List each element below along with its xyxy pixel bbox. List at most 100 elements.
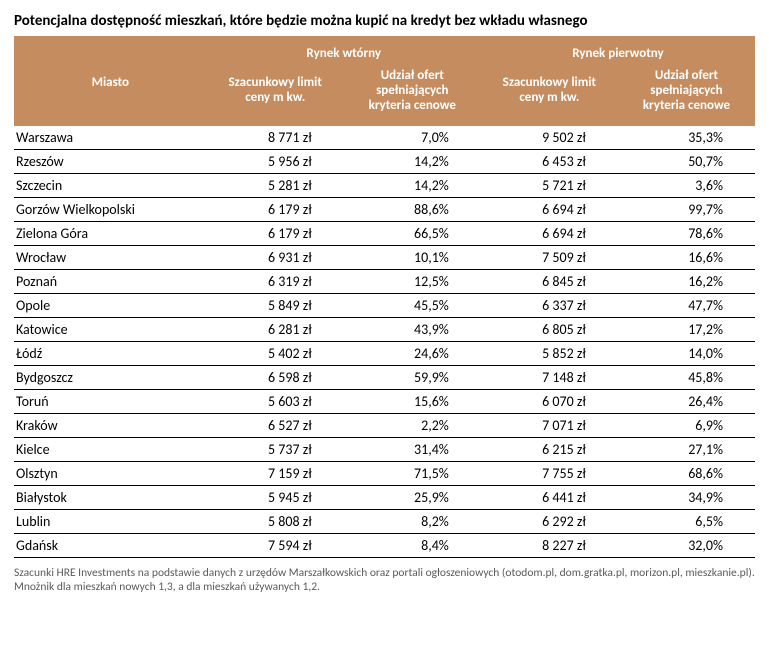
cell-sec-limit: 8 771 zł bbox=[207, 126, 344, 150]
header-city: Miasto bbox=[14, 36, 207, 126]
cell-pri-share: 17,2% bbox=[618, 317, 755, 341]
cell-city: Opole bbox=[14, 293, 207, 317]
cell-pri-share: 32,0% bbox=[618, 533, 755, 557]
table-header: Miasto Rynek wtórny Rynek pierwotny Szac… bbox=[14, 36, 755, 126]
cell-sec-share: 66,5% bbox=[344, 221, 481, 245]
cell-sec-limit: 6 527 zł bbox=[207, 413, 344, 437]
cell-pri-share: 6,9% bbox=[618, 413, 755, 437]
cell-sec-share: 12,5% bbox=[344, 269, 481, 293]
cell-sec-limit: 5 849 zł bbox=[207, 293, 344, 317]
cell-city: Zielona Góra bbox=[14, 221, 207, 245]
cell-pri-share: 27,1% bbox=[618, 437, 755, 461]
table-row: Kielce5 737 zł31,4%6 215 zł27,1% bbox=[14, 437, 755, 461]
cell-city: Rzeszów bbox=[14, 149, 207, 173]
table-row: Opole5 849 zł45,5%6 337 zł47,7% bbox=[14, 293, 755, 317]
header-group-primary: Rynek pierwotny bbox=[481, 36, 755, 63]
cell-pri-limit: 7 148 zł bbox=[481, 365, 618, 389]
cell-pri-limit: 6 845 zł bbox=[481, 269, 618, 293]
header-group-secondary: Rynek wtórny bbox=[207, 36, 481, 63]
table-title: Potencjalna dostępność mieszkań, które b… bbox=[14, 12, 755, 30]
table-row: Gdańsk7 594 zł8,4%8 227 zł32,0% bbox=[14, 533, 755, 557]
cell-sec-share: 59,9% bbox=[344, 365, 481, 389]
cell-pri-share: 26,4% bbox=[618, 389, 755, 413]
footnote-text: Szacunki HRE Investments na podstawie da… bbox=[14, 566, 755, 595]
cell-city: Poznań bbox=[14, 269, 207, 293]
table-row: Bydgoszcz6 598 zł59,9%7 148 zł45,8% bbox=[14, 365, 755, 389]
cell-pri-limit: 9 502 zł bbox=[481, 126, 618, 150]
cell-sec-limit: 5 402 zł bbox=[207, 341, 344, 365]
cell-pri-share: 45,8% bbox=[618, 365, 755, 389]
table-row: Olsztyn7 159 zł71,5%7 755 zł68,6% bbox=[14, 461, 755, 485]
cell-city: Bydgoszcz bbox=[14, 365, 207, 389]
cell-city: Olsztyn bbox=[14, 461, 207, 485]
cell-pri-limit: 6 215 zł bbox=[481, 437, 618, 461]
header-pri-limit: Szacunkowy limitceny m kw. bbox=[481, 63, 618, 126]
cell-pri-share: 16,6% bbox=[618, 245, 755, 269]
table-row: Gorzów Wielkopolski6 179 zł88,6%6 694 zł… bbox=[14, 197, 755, 221]
table-row: Lublin5 808 zł8,2%6 292 zł6,5% bbox=[14, 509, 755, 533]
cell-sec-share: 8,4% bbox=[344, 533, 481, 557]
cell-sec-limit: 5 737 zł bbox=[207, 437, 344, 461]
table-row: Zielona Góra6 179 zł66,5%6 694 zł78,6% bbox=[14, 221, 755, 245]
table-row: Rzeszów5 956 zł14,2%6 453 zł50,7% bbox=[14, 149, 755, 173]
cell-sec-limit: 7 594 zł bbox=[207, 533, 344, 557]
cell-pri-share: 16,2% bbox=[618, 269, 755, 293]
cell-city: Szczecin bbox=[14, 173, 207, 197]
cell-pri-share: 78,6% bbox=[618, 221, 755, 245]
cell-sec-limit: 6 598 zł bbox=[207, 365, 344, 389]
cell-pri-share: 47,7% bbox=[618, 293, 755, 317]
cell-sec-share: 71,5% bbox=[344, 461, 481, 485]
cell-pri-share: 68,6% bbox=[618, 461, 755, 485]
cell-pri-limit: 6 805 zł bbox=[481, 317, 618, 341]
cell-city: Gorzów Wielkopolski bbox=[14, 197, 207, 221]
cell-sec-limit: 5 945 zł bbox=[207, 485, 344, 509]
cell-city: Warszawa bbox=[14, 126, 207, 150]
cell-sec-share: 31,4% bbox=[344, 437, 481, 461]
table-row: Wrocław6 931 zł10,1%7 509 zł16,6% bbox=[14, 245, 755, 269]
cell-sec-share: 15,6% bbox=[344, 389, 481, 413]
cell-sec-share: 88,6% bbox=[344, 197, 481, 221]
cell-pri-limit: 6 292 zł bbox=[481, 509, 618, 533]
cell-pri-limit: 6 694 zł bbox=[481, 197, 618, 221]
cell-pri-share: 35,3% bbox=[618, 126, 755, 150]
cell-sec-limit: 5 956 zł bbox=[207, 149, 344, 173]
cell-sec-share: 43,9% bbox=[344, 317, 481, 341]
table-row: Katowice6 281 zł43,9%6 805 zł17,2% bbox=[14, 317, 755, 341]
header-pri-share: Udział ofertspełniającychkryteria cenowe bbox=[618, 63, 755, 126]
cell-sec-share: 7,0% bbox=[344, 126, 481, 150]
cell-sec-share: 8,2% bbox=[344, 509, 481, 533]
cell-pri-limit: 8 227 zł bbox=[481, 533, 618, 557]
table-body: Warszawa8 771 zł7,0%9 502 zł35,3%Rzeszów… bbox=[14, 126, 755, 558]
cell-pri-limit: 7 071 zł bbox=[481, 413, 618, 437]
cell-pri-share: 6,5% bbox=[618, 509, 755, 533]
cell-sec-share: 24,6% bbox=[344, 341, 481, 365]
cell-city: Kielce bbox=[14, 437, 207, 461]
cell-sec-share: 25,9% bbox=[344, 485, 481, 509]
cell-sec-limit: 7 159 zł bbox=[207, 461, 344, 485]
cell-sec-limit: 6 179 zł bbox=[207, 221, 344, 245]
cell-pri-share: 99,7% bbox=[618, 197, 755, 221]
cell-city: Białystok bbox=[14, 485, 207, 509]
cell-sec-limit: 6 931 zł bbox=[207, 245, 344, 269]
cell-pri-limit: 6 070 zł bbox=[481, 389, 618, 413]
cell-city: Lublin bbox=[14, 509, 207, 533]
cell-sec-share: 14,2% bbox=[344, 149, 481, 173]
cell-pri-limit: 7 509 zł bbox=[481, 245, 618, 269]
cell-sec-limit: 5 281 zł bbox=[207, 173, 344, 197]
cell-sec-share: 10,1% bbox=[344, 245, 481, 269]
cell-pri-share: 34,9% bbox=[618, 485, 755, 509]
table-row: Łódź5 402 zł24,6%5 852 zł14,0% bbox=[14, 341, 755, 365]
header-sec-limit: Szacunkowy limitceny m kw. bbox=[207, 63, 344, 126]
availability-table: Miasto Rynek wtórny Rynek pierwotny Szac… bbox=[14, 36, 755, 558]
table-row: Szczecin5 281 zł14,2%5 721 zł3,6% bbox=[14, 173, 755, 197]
cell-sec-limit: 6 319 zł bbox=[207, 269, 344, 293]
cell-sec-limit: 5 603 zł bbox=[207, 389, 344, 413]
cell-pri-limit: 7 755 zł bbox=[481, 461, 618, 485]
cell-pri-limit: 5 852 zł bbox=[481, 341, 618, 365]
cell-sec-limit: 5 808 zł bbox=[207, 509, 344, 533]
cell-pri-limit: 6 453 zł bbox=[481, 149, 618, 173]
cell-sec-limit: 6 281 zł bbox=[207, 317, 344, 341]
cell-pri-limit: 6 441 zł bbox=[481, 485, 618, 509]
cell-pri-limit: 5 721 zł bbox=[481, 173, 618, 197]
cell-city: Łódź bbox=[14, 341, 207, 365]
